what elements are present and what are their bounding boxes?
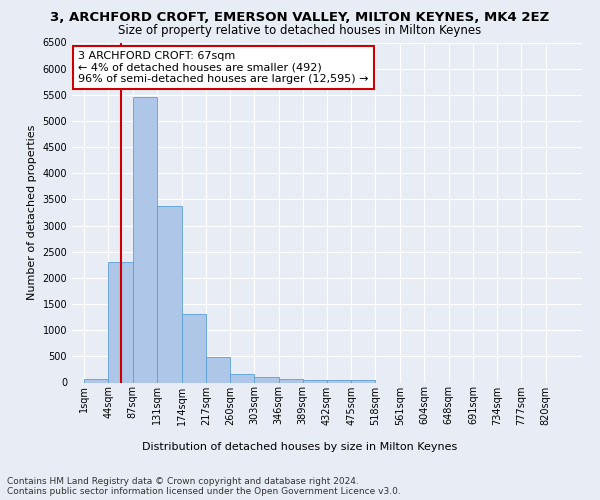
Bar	[157, 206, 182, 382]
Bar	[182, 314, 206, 382]
Bar	[278, 379, 303, 382]
Bar	[303, 380, 327, 382]
Bar	[109, 262, 133, 382]
Text: Size of property relative to detached houses in Milton Keynes: Size of property relative to detached ho…	[118, 24, 482, 37]
Bar	[206, 357, 230, 382]
Y-axis label: Number of detached properties: Number of detached properties	[27, 125, 37, 300]
Text: Distribution of detached houses by size in Milton Keynes: Distribution of detached houses by size …	[142, 442, 458, 452]
Bar	[351, 380, 376, 382]
Bar	[230, 374, 254, 382]
Text: Contains HM Land Registry data © Crown copyright and database right 2024.
Contai: Contains HM Land Registry data © Crown c…	[7, 476, 401, 496]
Bar	[254, 378, 278, 382]
Text: 3, ARCHFORD CROFT, EMERSON VALLEY, MILTON KEYNES, MK4 2EZ: 3, ARCHFORD CROFT, EMERSON VALLEY, MILTO…	[50, 11, 550, 24]
Bar	[84, 379, 109, 382]
Bar	[327, 380, 351, 382]
Bar	[133, 98, 157, 383]
Text: 3 ARCHFORD CROFT: 67sqm
← 4% of detached houses are smaller (492)
96% of semi-de: 3 ARCHFORD CROFT: 67sqm ← 4% of detached…	[78, 51, 368, 84]
